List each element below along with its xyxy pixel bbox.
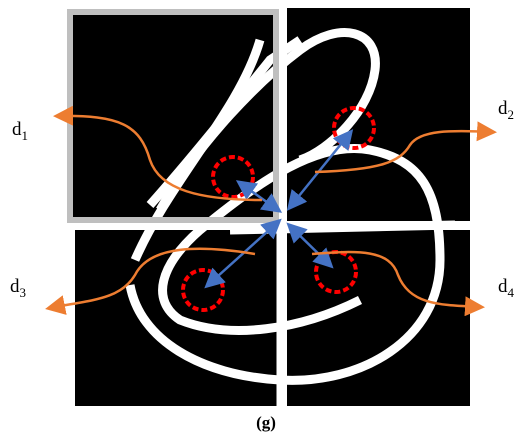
label: d4 <box>498 276 515 300</box>
diagram: d1 d2 d3 d4 (g) <box>0 0 530 437</box>
label: d2 <box>498 98 514 122</box>
caption: (g) <box>256 413 276 432</box>
label: d3 <box>10 276 26 300</box>
image-panel <box>70 8 470 406</box>
label: d1 <box>12 119 28 143</box>
